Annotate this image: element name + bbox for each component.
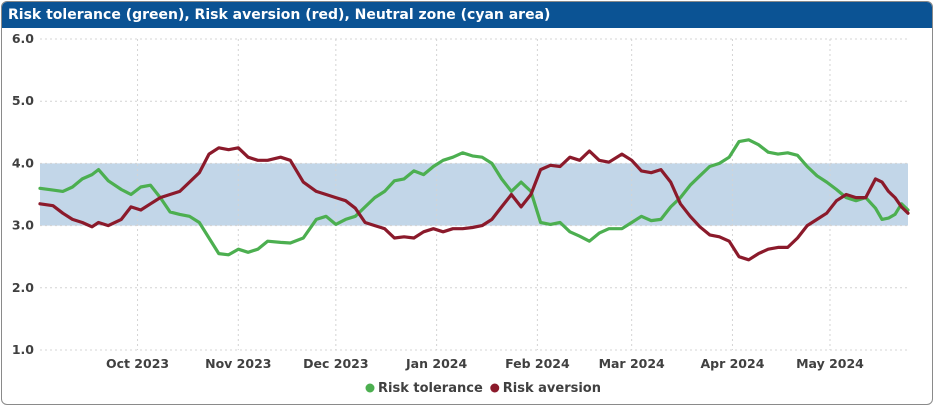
x-tick-label: Jan 2024 xyxy=(405,356,467,371)
series-line-risk-aversion xyxy=(38,146,910,262)
y-tick-label: 3.0 xyxy=(12,218,34,233)
legend-marker-risk-tolerance xyxy=(365,383,375,393)
series-line-risk-tolerance xyxy=(38,138,910,257)
x-tick-label: Apr 2024 xyxy=(700,356,764,371)
legend-marker-risk-aversion xyxy=(490,383,500,393)
x-tick-label: May 2024 xyxy=(796,356,864,371)
x-tick-label: Dec 2023 xyxy=(303,356,368,371)
x-tick-label: Nov 2023 xyxy=(205,356,271,371)
y-tick-label: 1.0 xyxy=(12,342,34,357)
y-tick-label: 4.0 xyxy=(12,155,34,170)
y-tick-label: 5.0 xyxy=(12,93,34,108)
chart-title: Risk tolerance (green), Risk aversion (r… xyxy=(2,2,932,28)
legend-label-risk-aversion: Risk aversion xyxy=(503,381,601,396)
x-tick-label: Oct 2023 xyxy=(106,356,169,371)
y-tick-label: 2.0 xyxy=(12,280,34,295)
x-tick-label: Feb 2024 xyxy=(505,356,570,371)
legend-label-risk-tolerance: Risk tolerance xyxy=(378,381,483,396)
x-tick-label: Mar 2024 xyxy=(599,356,665,371)
y-tick-label: 6.0 xyxy=(12,31,34,46)
